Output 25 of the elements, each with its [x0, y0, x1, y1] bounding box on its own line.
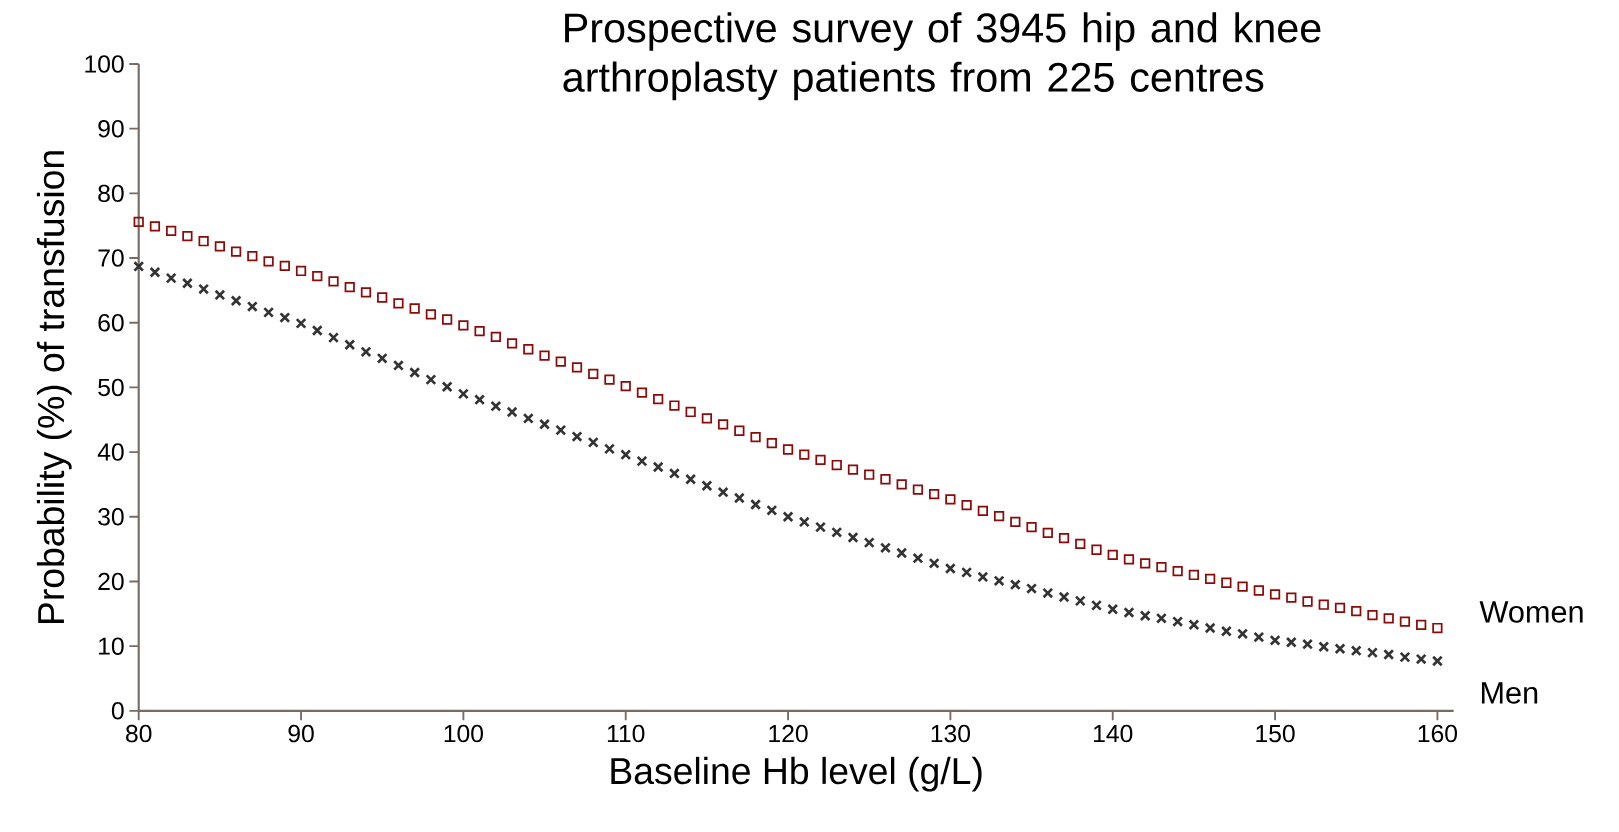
chart-title: Prospective survey of 3945 hip and knee arthroplasty patients from 225 centres	[563, 12, 1321, 101]
y-tick-label: 70	[98, 249, 124, 267]
y-tick-label: 0	[111, 701, 124, 720]
y-tick-label: 30	[98, 507, 124, 526]
y-axis-title: Probability (%) of transfusion	[36, 151, 72, 623]
y-tick-label: 100	[85, 55, 124, 73]
y-tick-label: 60	[98, 313, 124, 332]
y-tick-label: 80	[98, 184, 124, 203]
y-tick-label: 20	[98, 572, 124, 591]
series-label: Women	[1479, 601, 1583, 623]
x-tick-label: 120	[769, 724, 808, 743]
x-tick-label: 100	[444, 724, 483, 743]
y-tick-label: 40	[97, 443, 124, 461]
x-tick-label: 140	[1094, 724, 1133, 743]
x-tick-label: 80	[126, 724, 152, 743]
series-label: Men	[1481, 682, 1538, 704]
x-tick-label: 90	[288, 724, 314, 743]
y-tick-label: 10	[99, 637, 124, 655]
y-tick-label: 50	[98, 378, 124, 397]
y-tick-label: 90	[98, 119, 124, 138]
x-tick-label: 130	[931, 724, 970, 743]
x-tick-label: 110	[607, 724, 645, 743]
x-tick-label: 150	[1256, 724, 1295, 743]
x-tick-label: 160	[1418, 724, 1458, 743]
x-axis-title: Baseline Hb level (g/L)	[611, 756, 982, 792]
